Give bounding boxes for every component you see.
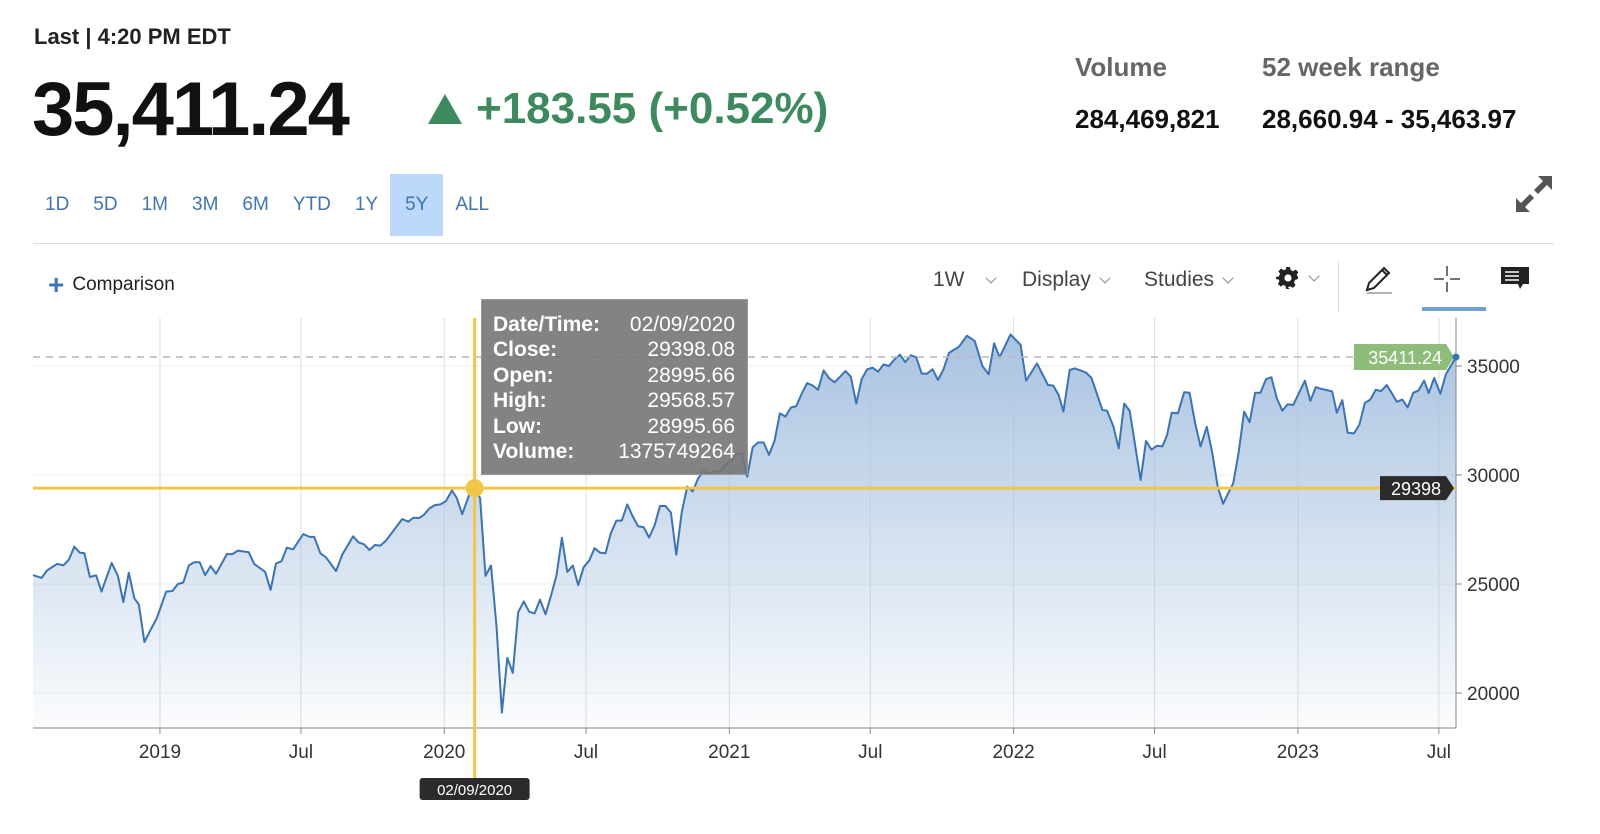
studies-dropdown[interactable]: Studies: [1144, 268, 1234, 292]
range-tab-5y[interactable]: 5Y: [390, 174, 444, 236]
tooltip-value: 1375749264: [618, 440, 735, 464]
volume-value: 284,469,821: [1075, 104, 1220, 134]
y-tick-label: 30000: [1467, 466, 1520, 487]
x-tick-label: 2023: [1277, 742, 1319, 763]
comparison-label: Comparison: [72, 274, 175, 295]
y-tick-label: 20000: [1467, 684, 1520, 705]
comparison-button[interactable]: + Comparison: [48, 269, 175, 300]
toolbar-separator: [1338, 262, 1339, 312]
x-tick-label: Jul: [1142, 742, 1166, 763]
crosshair-date-label: 02/09/2020: [437, 782, 512, 799]
tooltip-row: Close: 29398.08: [493, 337, 735, 362]
tooltip-key: Low:: [493, 414, 542, 438]
tooltip-key: Date/Time:: [493, 313, 600, 336]
x-tick-label: 2022: [992, 742, 1034, 763]
settings-dropdown[interactable]: [1276, 266, 1320, 290]
tooltip-row: Volume: 1375749264: [493, 439, 735, 464]
range-tab-5d[interactable]: 5D: [93, 194, 118, 215]
crosshair-value-label: 29398: [1391, 479, 1441, 499]
tooltip-row: Open: 28995.66: [493, 363, 735, 388]
divider: [33, 243, 1554, 244]
up-arrow-icon: [428, 94, 462, 124]
active-tool-indicator: [1422, 307, 1486, 311]
range-tab-1d[interactable]: 1D: [45, 194, 70, 215]
tooltip-key: Volume:: [493, 440, 575, 464]
price-area-fill: [33, 334, 1456, 728]
last-value-label: 35411.24: [1368, 348, 1442, 368]
tooltip-value: 29568.57: [647, 389, 735, 413]
display-label: Display: [1022, 268, 1091, 291]
range-tab-1y[interactable]: 1Y: [354, 194, 379, 215]
x-tick-label: Jul: [289, 742, 313, 763]
tooltip-row: Low: 28995.66: [493, 414, 735, 439]
interval-dropdown[interactable]: 1W: [933, 268, 997, 292]
range-tab-3m[interactable]: 3M: [192, 194, 219, 215]
y-tick-label: 35000: [1467, 357, 1520, 378]
plus-icon: +: [48, 269, 65, 300]
x-tick-label: Jul: [858, 742, 882, 763]
x-tick-label: 2020: [423, 742, 465, 763]
display-dropdown[interactable]: Display: [1022, 268, 1111, 292]
settings-gear-icon: [1276, 267, 1299, 289]
tooltip-value: 28995.66: [647, 414, 735, 438]
last-value-badge: [1354, 344, 1454, 371]
x-tick-label: 2021: [708, 742, 750, 763]
time-range-tabs: 1D 5D 1M 3M 6M YTD 1Y 5Y ALL: [33, 174, 501, 236]
tooltip-row: High: 29568.57: [493, 388, 735, 413]
tooltip-key: Close:: [493, 338, 558, 362]
tooltip-value: 29398.08: [647, 338, 735, 362]
last-price: 35,411.24: [32, 67, 350, 152]
52-week-range-value: 28,660.94 - 35,463.97: [1262, 104, 1517, 134]
tooltip-key: High:: [493, 389, 547, 413]
tooltip-value: 28995.66: [647, 363, 735, 387]
price-change: +183.55 (+0.52%): [428, 84, 828, 134]
crosshair-point: [465, 479, 484, 498]
y-tick-label: 25000: [1467, 575, 1520, 596]
last-updated-label: Last | 4:20 PM EDT: [34, 24, 231, 49]
range-tab-6m[interactable]: 6M: [242, 194, 269, 215]
52-week-range-label: 52 week range: [1262, 52, 1440, 82]
data-tooltip: Date/Time: 02/09/2020 Close: 29398.08 Open: 2…: [481, 299, 748, 475]
interval-label: 1W: [933, 268, 965, 291]
tooltip-value: 02/09/2020: [629, 313, 735, 336]
comment-icon[interactable]: [1500, 266, 1530, 292]
volume-label: Volume: [1075, 52, 1167, 82]
x-tick-label: Jul: [1427, 742, 1451, 763]
expand-icon[interactable]: [1512, 172, 1556, 216]
x-tick-label: 2019: [139, 742, 181, 763]
price-change-value: +183.55 (+0.52%): [476, 84, 829, 133]
last-value-dot: [1452, 353, 1460, 361]
crosshair-date-badge: [419, 778, 530, 800]
range-tab-1m[interactable]: 1M: [141, 194, 168, 215]
range-tab-ytd[interactable]: YTD: [292, 194, 331, 215]
crosshair-icon[interactable]: [1432, 264, 1462, 294]
tooltip-key: Open:: [493, 363, 554, 387]
x-tick-label: Jul: [574, 742, 598, 763]
crosshair-value-badge: [1380, 476, 1454, 501]
tooltip-row: Date/Time: 02/09/2020: [493, 312, 735, 337]
pencil-draw-icon[interactable]: [1362, 262, 1396, 296]
range-tab-all[interactable]: ALL: [455, 194, 490, 215]
studies-label: Studies: [1144, 268, 1215, 291]
